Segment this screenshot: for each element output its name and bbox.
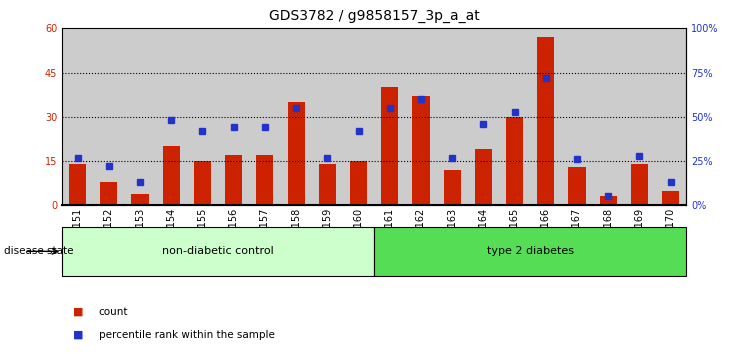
Bar (506, 117, 523, 205)
Bar (124, 28, 155, 205)
Bar (655, 28, 686, 205)
Bar (280, 28, 312, 205)
Bar (312, 28, 343, 205)
Bar (218, 28, 250, 205)
Bar (319, 164, 336, 205)
Bar (468, 28, 499, 205)
Bar (444, 170, 461, 205)
Bar (593, 28, 624, 205)
Bar (631, 164, 648, 205)
Bar (569, 167, 585, 205)
Bar (343, 28, 374, 205)
Bar (187, 28, 218, 205)
Text: non-diabetic control: non-diabetic control (162, 246, 274, 256)
Bar (374, 28, 405, 205)
Text: ■: ■ (73, 330, 83, 339)
Bar (100, 182, 118, 205)
Bar (131, 194, 149, 205)
Bar (350, 161, 367, 205)
Bar (530, 28, 561, 205)
Bar (225, 155, 242, 205)
Bar (374, 227, 686, 276)
Bar (62, 28, 93, 205)
Text: ■: ■ (73, 307, 83, 316)
Text: GDS3782 / g9858157_3p_a_at: GDS3782 / g9858157_3p_a_at (269, 9, 480, 23)
Bar (499, 28, 530, 205)
Bar (474, 149, 492, 205)
Text: percentile rank within the sample: percentile rank within the sample (99, 330, 274, 339)
Bar (405, 28, 437, 205)
Bar (381, 87, 399, 205)
Bar (662, 190, 679, 205)
Text: type 2 diabetes: type 2 diabetes (487, 246, 574, 256)
Bar (249, 28, 280, 205)
Bar (537, 37, 554, 205)
Bar (256, 155, 274, 205)
Bar (288, 102, 304, 205)
Bar (624, 28, 655, 205)
Bar (163, 146, 180, 205)
Bar (155, 28, 187, 205)
Bar (561, 28, 593, 205)
Bar (93, 28, 124, 205)
Bar (194, 161, 211, 205)
Bar (69, 164, 86, 205)
Bar (437, 28, 468, 205)
Bar (62, 227, 374, 276)
Bar (412, 96, 429, 205)
Bar (599, 196, 617, 205)
Text: count: count (99, 307, 128, 316)
Text: disease state: disease state (4, 246, 73, 256)
